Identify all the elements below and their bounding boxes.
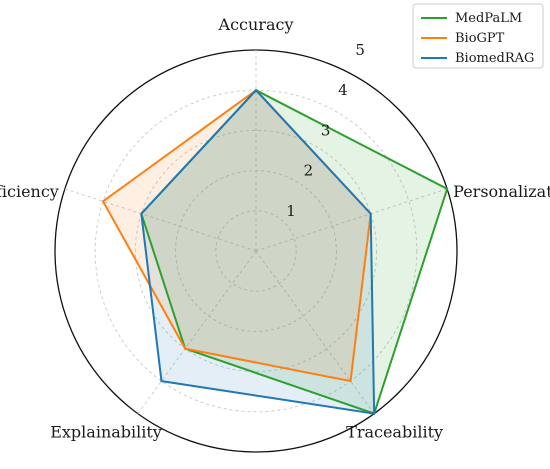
radial-tick-label: 1 <box>286 202 296 220</box>
axis-label: Personalization <box>453 182 550 201</box>
series-fill <box>141 90 448 414</box>
radial-tick-label: 4 <box>338 81 348 99</box>
axis-label: Traceability <box>346 423 443 442</box>
series-line <box>140 88 376 415</box>
series-layer <box>101 88 449 415</box>
radial-tick-label: 5 <box>355 41 365 59</box>
axis-label: Accuracy <box>218 15 294 34</box>
radial-tick-label: 2 <box>304 162 314 180</box>
legend-label: BiomedRAG <box>455 51 534 66</box>
radial-tick-label: 3 <box>321 121 331 139</box>
grid-circle <box>215 210 297 292</box>
legend-box <box>412 3 544 69</box>
legend: MedPaLM BioGPT BiomedRAG <box>412 3 544 69</box>
axis-label: Efficiency <box>0 182 59 201</box>
legend-label: BioGPT <box>455 31 505 46</box>
legend-label: MedPaLM <box>455 11 522 26</box>
series-fill <box>103 90 371 382</box>
grid-circle <box>134 129 378 373</box>
label-layer: 1 2 3 4 5 Accuracy Personalization Traceability… <box>0 15 550 442</box>
axis-label: Explainability <box>50 423 162 442</box>
series-fill <box>141 90 375 414</box>
grid-layer <box>54 49 458 453</box>
